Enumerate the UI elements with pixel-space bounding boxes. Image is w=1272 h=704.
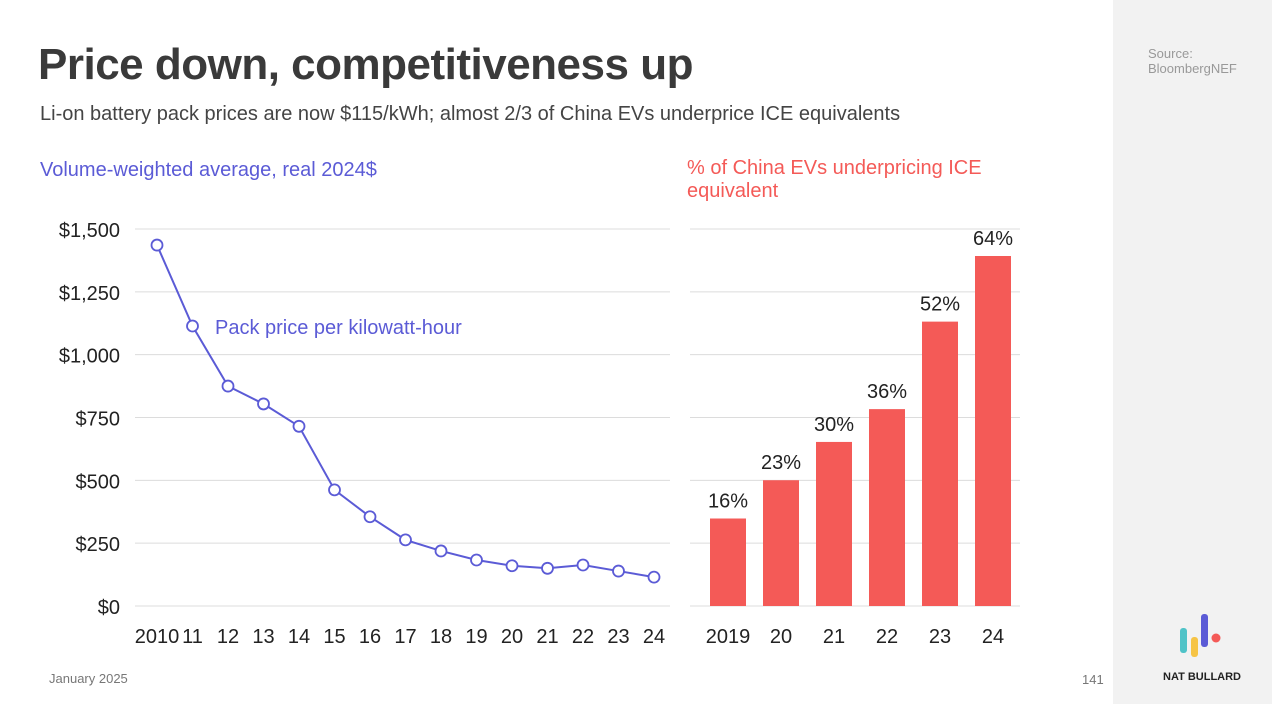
data-point bbox=[470, 553, 483, 567]
data-point bbox=[434, 544, 448, 558]
data-point bbox=[399, 533, 412, 547]
x-tick-label: 18 bbox=[430, 626, 452, 648]
x-tick-label: 2010 bbox=[135, 626, 180, 648]
x-tick-label: 21 bbox=[536, 626, 558, 648]
data-point bbox=[150, 238, 164, 252]
data-point bbox=[505, 559, 519, 573]
x-tick-label: 17 bbox=[394, 626, 416, 648]
data-point bbox=[541, 561, 554, 575]
x-tick-label: 20 bbox=[770, 626, 792, 648]
x-tick-label: 20 bbox=[501, 626, 523, 648]
y-tick-label: $0 bbox=[98, 597, 120, 619]
x-tick-label: 22 bbox=[572, 626, 594, 648]
x-tick-label: 24 bbox=[643, 626, 665, 648]
page-title: Price down, competitiveness up bbox=[38, 40, 693, 89]
bar bbox=[922, 321, 958, 606]
data-point bbox=[647, 570, 661, 584]
x-tick-label: 23 bbox=[607, 626, 629, 648]
x-tick-label: 16 bbox=[359, 626, 381, 648]
data-point bbox=[612, 564, 625, 578]
footer-date: January 2025 bbox=[49, 671, 128, 686]
x-tick-label: 21 bbox=[823, 626, 845, 648]
x-tick-label: 14 bbox=[288, 626, 310, 648]
y-tick-label: $500 bbox=[76, 471, 121, 493]
data-point bbox=[576, 558, 590, 572]
data-point bbox=[292, 419, 306, 433]
line-chart-title: Volume-weighted average, real 2024$ bbox=[40, 159, 377, 181]
side-panel bbox=[1113, 0, 1272, 704]
page-subtitle: Li-on battery pack prices are now $115/k… bbox=[40, 103, 901, 125]
data-point bbox=[257, 397, 270, 411]
source-name: BloombergNEF bbox=[1148, 61, 1237, 76]
x-tick-label: 22 bbox=[876, 626, 898, 648]
page-number: 141 bbox=[1082, 672, 1104, 687]
bar-data-label: 16% bbox=[708, 491, 748, 513]
y-tick-label: $1,250 bbox=[59, 283, 120, 305]
bar bbox=[975, 256, 1011, 606]
x-tick-label: 2019 bbox=[706, 626, 751, 648]
bar bbox=[869, 409, 905, 606]
data-point bbox=[328, 483, 341, 497]
bar bbox=[763, 480, 799, 606]
bar-data-label: 64% bbox=[973, 228, 1013, 250]
y-tick-label: $750 bbox=[76, 409, 121, 431]
bar-chart-title: % of China EVs underpricing ICE equivale… bbox=[687, 157, 982, 202]
bar-data-label: 36% bbox=[867, 381, 907, 403]
source-label: Source: bbox=[1148, 46, 1193, 61]
x-tick-label: 19 bbox=[465, 626, 487, 648]
bar-data-label: 30% bbox=[814, 414, 854, 436]
bar bbox=[816, 441, 852, 606]
x-tick-label: 23 bbox=[929, 626, 951, 648]
bar-data-label: 52% bbox=[920, 294, 960, 316]
data-point bbox=[221, 379, 235, 393]
bar-data-label: 23% bbox=[761, 452, 801, 474]
data-point bbox=[186, 319, 199, 333]
y-tick-label: $1,000 bbox=[59, 346, 120, 368]
series-label: Pack price per kilowatt-hour bbox=[215, 317, 462, 339]
y-tick-label: $250 bbox=[76, 534, 121, 556]
x-tick-label: 13 bbox=[252, 626, 274, 648]
bar bbox=[710, 518, 746, 606]
data-point bbox=[363, 510, 377, 524]
source-note: Source: BloombergNEF bbox=[1148, 46, 1237, 76]
x-tick-label: 12 bbox=[217, 626, 239, 648]
price-line bbox=[156, 244, 655, 579]
brand-name: NAT BULLARD bbox=[1163, 671, 1242, 683]
y-tick-label: $1,500 bbox=[59, 220, 120, 242]
x-tick-label: 11 bbox=[182, 626, 203, 648]
x-tick-label: 15 bbox=[323, 626, 345, 648]
x-tick-label: 24 bbox=[982, 626, 1004, 648]
